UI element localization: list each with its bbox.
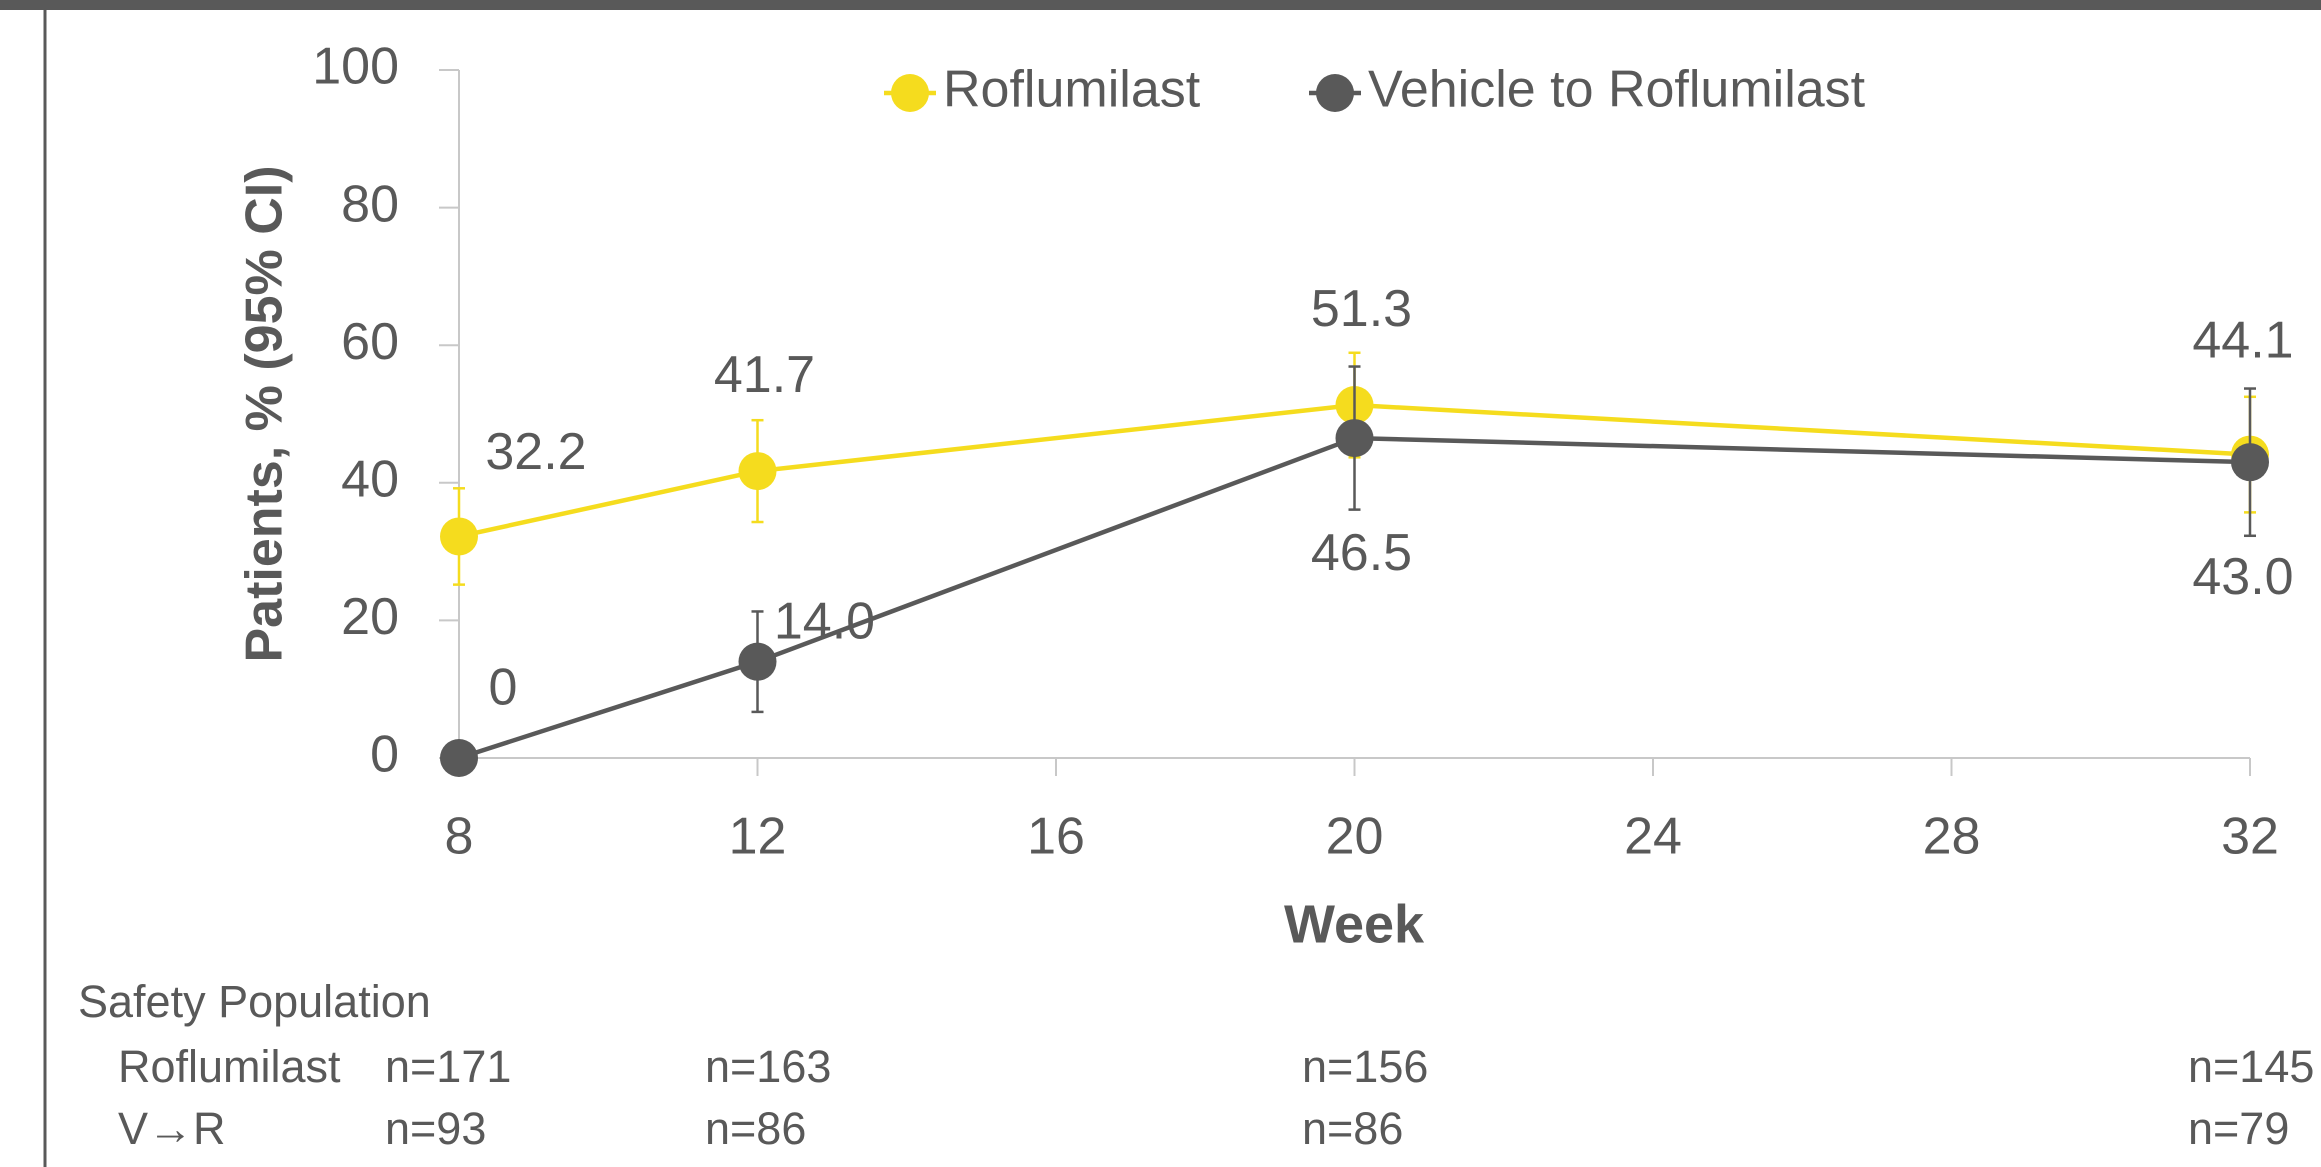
y-tick-label: 60 (341, 313, 399, 371)
x-tick-label: 12 (729, 808, 787, 866)
x-tick-label: 24 (1624, 808, 1682, 866)
x-tick-label: 20 (1326, 808, 1384, 866)
x-axis-label: Week (1284, 894, 1425, 954)
marker (440, 739, 478, 777)
top-bar (0, 0, 2321, 10)
marker (440, 517, 478, 556)
table-cell: n=86 (705, 1103, 806, 1154)
y-tick-label: 0 (370, 726, 399, 784)
legend-label: Vehicle to Roflumilast (1368, 61, 1866, 119)
table-cell: n=145 (2188, 1041, 2314, 1092)
row-label: V→R (118, 1103, 226, 1154)
x-tick-label: 8 (445, 808, 474, 866)
legend-marker (891, 74, 929, 112)
row-label: Roflumilast (118, 1041, 341, 1092)
data-label: 0 (489, 659, 518, 717)
data-label: 43.0 (2192, 548, 2293, 606)
table-cell: n=93 (385, 1103, 486, 1154)
y-tick-label: 40 (341, 451, 399, 509)
legend-label: Roflumilast (943, 61, 1201, 119)
x-tick-label: 16 (1027, 808, 1085, 866)
y-tick-label: 100 (312, 38, 399, 96)
marker (738, 642, 777, 681)
table-cell: n=86 (1302, 1103, 1403, 1154)
data-label: 32.2 (485, 423, 586, 481)
series-line (458, 435, 2251, 761)
data-label: 51.3 (1311, 280, 1412, 338)
marker (2231, 443, 2269, 482)
data-label: 46.5 (1311, 524, 1412, 582)
x-tick-label: 32 (2221, 808, 2279, 866)
y-axis-label: Patients, % (95% CI) (236, 165, 294, 662)
x-tick-label: 28 (1923, 808, 1981, 866)
data-label: 41.7 (714, 346, 815, 404)
table-title: Safety Population (78, 976, 431, 1027)
table-cell: n=163 (705, 1041, 831, 1092)
series-line (458, 402, 2251, 539)
y-tick-label: 80 (341, 175, 399, 233)
legend-marker (1316, 74, 1354, 112)
table-cell: n=156 (1302, 1041, 1428, 1092)
marker (1335, 419, 1374, 458)
y-tick-label: 20 (341, 588, 399, 646)
data-label: 14.0 (774, 592, 875, 650)
table-cell: n=79 (2188, 1103, 2289, 1154)
data-label: 44.1 (2192, 311, 2293, 369)
table-cell: n=171 (385, 1041, 511, 1092)
marker (738, 452, 777, 491)
